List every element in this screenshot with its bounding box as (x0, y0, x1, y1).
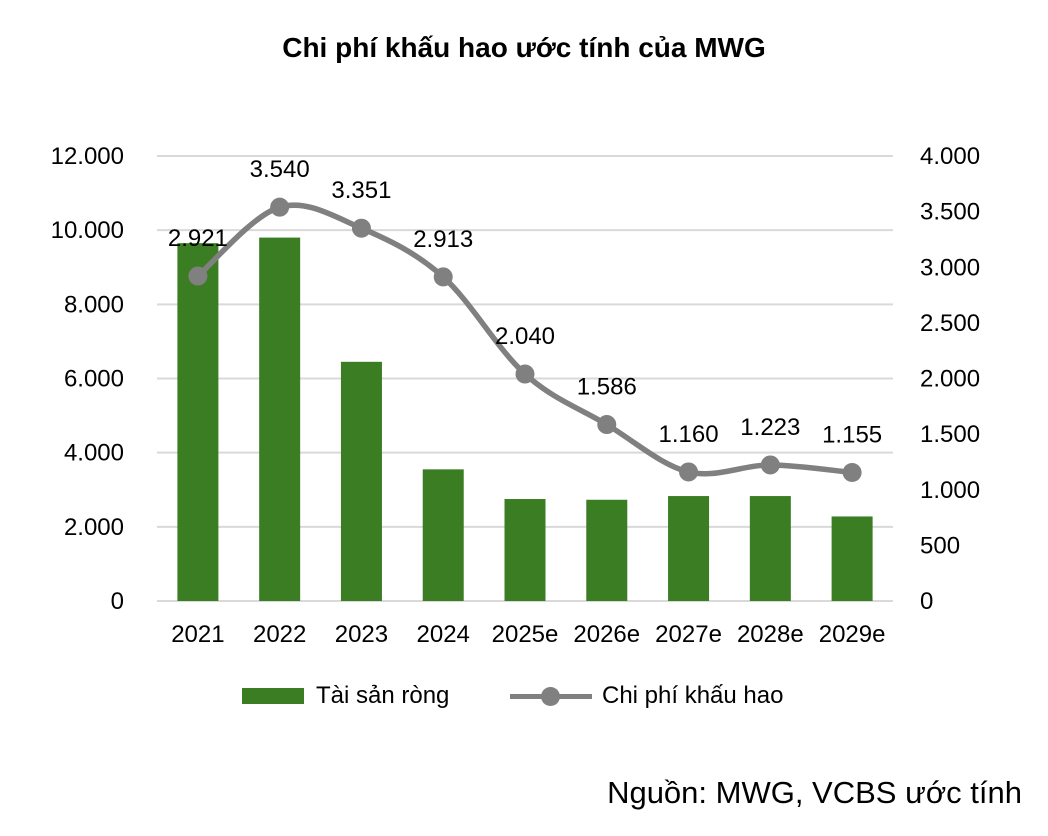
x-axis-ticks: 2021 2022 2023 2024 2025e 2026e 2027e 2028e 2029… (171, 621, 885, 648)
data-label-2025e: 2.040 (495, 323, 555, 350)
line-point-2027e (679, 462, 699, 482)
left-tick-label: 8.000 (64, 291, 124, 318)
left-tick-label: 12.000 (51, 143, 124, 170)
line-point-2029e (842, 463, 862, 483)
data-label-2027e: 1.160 (659, 421, 719, 448)
legend-swatch-line (510, 686, 592, 706)
x-tick-label: 2026e (573, 621, 640, 648)
data-label-2022: 3.540 (250, 156, 310, 183)
data-label-2026e: 1.586 (577, 374, 637, 401)
line-point-2021 (188, 266, 208, 286)
bar-series (177, 237, 873, 602)
right-tick-label: 2.500 (920, 310, 980, 337)
bar-2028e (749, 496, 791, 601)
right-tick-label: 1.000 (920, 477, 980, 504)
data-label-2024: 2.913 (413, 226, 473, 253)
line-point-2022 (270, 197, 290, 217)
x-tick-label: 2028e (737, 621, 804, 648)
legend-label-bar: Tài sản ròng (316, 682, 450, 709)
bar-2025e (504, 499, 546, 601)
x-tick-label: 2027e (655, 621, 722, 648)
x-tick-label: 2021 (171, 621, 224, 648)
x-tick-label: 2029e (819, 621, 886, 648)
right-tick-label: 3.000 (920, 254, 980, 281)
right-tick-label: 4.000 (920, 143, 980, 170)
legend-swatch-bar (242, 688, 304, 704)
right-axis-ticks: 0 500 1.000 1.500 2.000 2.500 3.000 3.500 4.000 (920, 143, 980, 615)
legend-item-bar[interactable]: Tài sản ròng (242, 682, 449, 710)
bar-2021 (177, 243, 219, 602)
left-tick-label: 2.000 (64, 514, 124, 541)
bar-2024 (422, 469, 464, 601)
bar-2027e (668, 496, 710, 601)
data-label-2028e: 1.223 (740, 414, 800, 441)
chart-title: Chi phí khấu hao ước tính của MWG (282, 32, 766, 63)
combo-chart: 0 2.000 4.000 6.000 8.000 10.000 12.000 0 500 1.… (51, 143, 980, 648)
bar-2023 (340, 361, 382, 601)
left-tick-label: 0 (111, 588, 124, 615)
left-tick-label: 6.000 (64, 366, 124, 393)
data-label-2029e: 1.155 (822, 422, 882, 449)
bar-2026e (586, 499, 628, 601)
left-tick-label: 4.000 (64, 440, 124, 467)
legend: Tài sản ròng Chi phí khấu hao (0, 682, 1048, 722)
bar-2029e (831, 516, 873, 601)
line-data-labels: 2.921 3.540 3.351 2.913 2.040 1.586 1.160 1.223… (168, 156, 882, 448)
right-tick-label: 3.500 (920, 199, 980, 226)
x-tick-label: 2024 (417, 621, 470, 648)
line-series (188, 197, 862, 483)
legend-label-line: Chi phí khấu hao (602, 682, 784, 709)
x-tick-label: 2022 (253, 621, 306, 648)
line-point-2023 (351, 218, 371, 238)
line-point-2026e (597, 415, 617, 435)
bar-2022 (259, 237, 301, 602)
line-point-2024 (433, 267, 453, 287)
line-point-2025e (515, 364, 535, 384)
x-tick-label: 2025e (492, 621, 559, 648)
left-axis-ticks: 0 2.000 4.000 6.000 8.000 10.000 12.000 (51, 143, 124, 615)
x-tick-label: 2023 (335, 621, 388, 648)
right-tick-label: 1.500 (920, 421, 980, 448)
right-tick-label: 500 (920, 532, 960, 559)
left-tick-label: 10.000 (51, 217, 124, 244)
right-tick-label: 0 (920, 588, 933, 615)
data-label-2021: 2.921 (168, 225, 228, 252)
right-tick-label: 2.000 (920, 366, 980, 393)
legend-item-line[interactable]: Chi phí khấu hao (510, 682, 783, 710)
source-note: Nguồn: MWG, VCBS ước tính (607, 775, 1022, 810)
data-label-2023: 3.351 (331, 177, 391, 204)
line-point-2028e (760, 455, 780, 475)
